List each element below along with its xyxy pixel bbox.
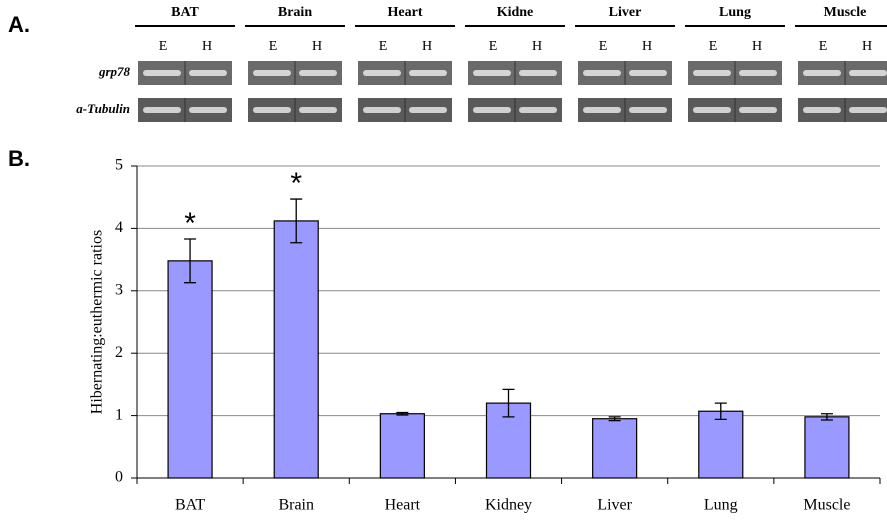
x-tick-label: BAT bbox=[175, 497, 205, 514]
lane-label: H bbox=[532, 39, 542, 54]
lane-label: E bbox=[819, 39, 828, 54]
gel-band bbox=[803, 107, 841, 113]
gel-band bbox=[299, 70, 337, 76]
gel-band bbox=[629, 107, 667, 113]
tissue-label: Kidne bbox=[497, 5, 534, 20]
bar bbox=[380, 414, 424, 478]
tissue-label: Liver bbox=[609, 5, 642, 20]
gel-band bbox=[473, 107, 511, 113]
bar bbox=[274, 221, 318, 478]
lane-label: H bbox=[642, 39, 652, 54]
gel-band bbox=[629, 70, 667, 76]
gel-band bbox=[189, 107, 227, 113]
gel-band bbox=[583, 107, 621, 113]
lane-label: E bbox=[379, 39, 388, 54]
lane-label: H bbox=[422, 39, 432, 54]
gel-band bbox=[803, 70, 841, 76]
tissue-label: BAT bbox=[171, 5, 199, 20]
row-label: grp78 bbox=[98, 64, 131, 79]
y-tick-label: 2 bbox=[115, 344, 123, 361]
figure: A. B. grp78 a-Tubulin Hibernating:euther… bbox=[0, 0, 887, 523]
tissue-label: Muscle bbox=[824, 5, 867, 20]
lane-label: E bbox=[709, 39, 718, 54]
gel-band bbox=[583, 70, 621, 76]
bar bbox=[168, 261, 212, 478]
gel-band bbox=[143, 70, 181, 76]
gel-band bbox=[849, 107, 887, 113]
gel-band bbox=[739, 70, 777, 76]
panel-label: B. bbox=[8, 146, 30, 171]
significance-marker: * bbox=[290, 167, 302, 200]
bar bbox=[699, 411, 743, 478]
tissue-label: Brain bbox=[278, 5, 312, 20]
y-tick-label: 5 bbox=[115, 157, 123, 174]
lane-label: E bbox=[159, 39, 168, 54]
gel-band bbox=[363, 70, 401, 76]
x-tick-label: Muscle bbox=[803, 497, 850, 514]
y-tick-label: 4 bbox=[115, 219, 123, 236]
gel-band bbox=[693, 107, 731, 113]
panel-label: A. bbox=[8, 12, 30, 37]
gel-band bbox=[409, 107, 447, 113]
y-tick-label: 0 bbox=[115, 469, 123, 486]
bar bbox=[593, 419, 637, 478]
gel-band bbox=[363, 107, 401, 113]
x-tick-label: Liver bbox=[597, 497, 632, 514]
gel-band bbox=[849, 70, 887, 76]
gel-band bbox=[519, 107, 557, 113]
lane-label: E bbox=[269, 39, 278, 54]
y-tick-label: 1 bbox=[115, 406, 123, 423]
y-axis-label: Hibernating:euthermic ratios bbox=[89, 230, 106, 414]
gel-band bbox=[253, 107, 291, 113]
x-tick-label: Brain bbox=[278, 497, 314, 514]
significance-marker: * bbox=[184, 207, 196, 240]
y-tick-label: 3 bbox=[115, 281, 123, 298]
x-tick-label: Heart bbox=[385, 497, 421, 514]
gel-band bbox=[739, 107, 777, 113]
lane-label: H bbox=[862, 39, 872, 54]
lane-label: E bbox=[489, 39, 498, 54]
lane-label: H bbox=[752, 39, 762, 54]
tissue-label: Lung bbox=[719, 5, 751, 20]
bar bbox=[805, 417, 849, 478]
gel-band bbox=[299, 107, 337, 113]
gel-band bbox=[143, 107, 181, 113]
x-tick-label: Kidney bbox=[485, 497, 532, 514]
lane-label: H bbox=[312, 39, 322, 54]
gel-band bbox=[473, 70, 511, 76]
lane-label: E bbox=[599, 39, 608, 54]
lane-label: H bbox=[202, 39, 212, 54]
gel-band bbox=[253, 70, 291, 76]
row-label: a-Tubulin bbox=[76, 101, 130, 116]
tissue-label: Heart bbox=[388, 5, 423, 20]
x-tick-label: Lung bbox=[704, 497, 738, 514]
gel-band bbox=[409, 70, 447, 76]
gel-band bbox=[693, 70, 731, 76]
gel-band bbox=[519, 70, 557, 76]
gel-band bbox=[189, 70, 227, 76]
